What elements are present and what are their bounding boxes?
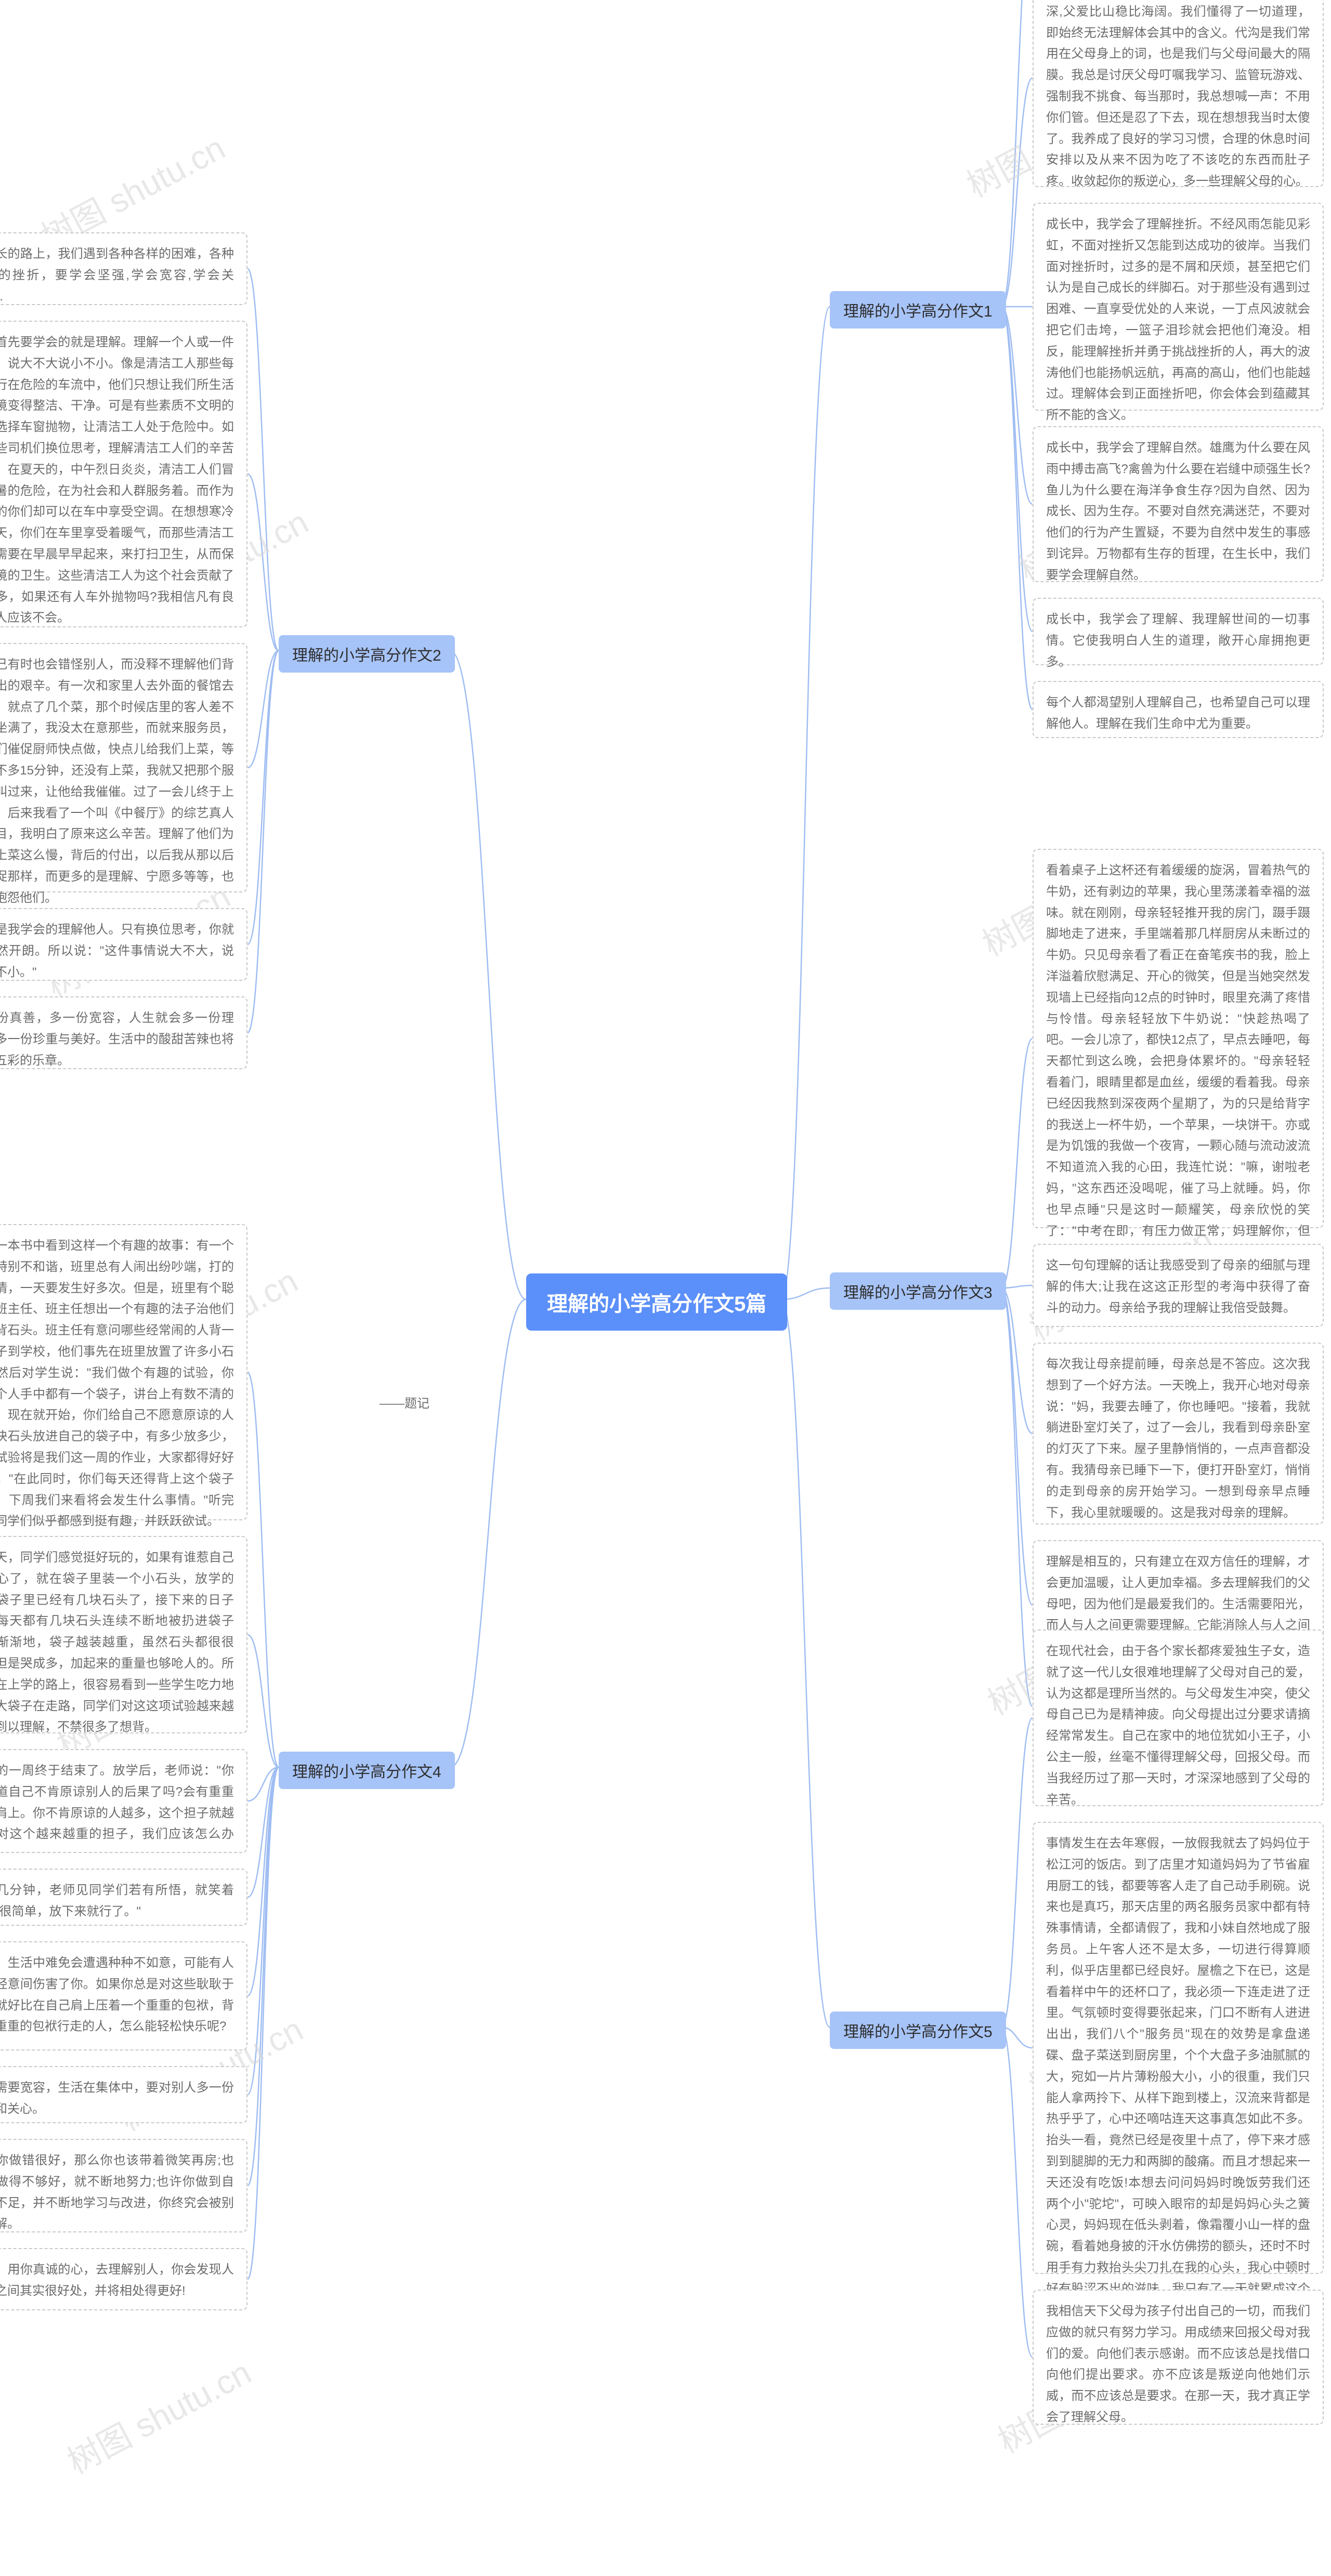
leaf-node: 事情发生在去年寒假，一放假我就去了妈妈位于松江河的饭店。到了店里才知道妈妈为了节… xyxy=(1033,1822,1324,2274)
watermark: 树图 shutu.cn xyxy=(58,2346,258,2483)
branch-node: 理解的小学高分作文4 xyxy=(279,1752,455,1789)
leaf-node: 成长中，我学会了理解挫折。不经风雨怎能见彩虹，不面对挫折又怎能到达成功的彼岸。当… xyxy=(1033,203,1324,411)
leaf-node: 每个人都渴望别人理解自己，也希望自己可以理解他人。理解在我们生命中尤为重要。 xyxy=(1033,681,1324,738)
leaf-node: 这就是我学会的理解他人。只有换位思考，你就会豁然开朗。所以说："这件事情说大不大… xyxy=(0,908,247,981)
leaf-node: 第一天，同学们感觉挺好玩的，如果有谁惹自己不开心了，就在袋子里装一个小石头，放学… xyxy=(0,1536,247,1733)
leaf-node: 痛苦的一周终于结束了。放学后，老师说："你们知道自己不肯原谅别人的后果了吗?会有… xyxy=(0,1749,247,1853)
leaf-node: 而我首先要学会的就是理解。理解一个人或一件事儿，说大不大说小不小。像是清洁工人那… xyxy=(0,321,247,627)
leaf-node: 生活需要宽容，生活在集体中，要对别人多一份理解和关心。 xyxy=(0,2066,247,2123)
leaf-node: 这一句句理解的话让我感受到了母亲的细腻与理解的伟大;让我在这这正形型的考海中获得… xyxy=(1033,1244,1324,1327)
leaf-node: 多一份真善，多一份宽容，人生就会多一份理解，多一份珍重与美好。生活中的酸甜苦辣也… xyxy=(0,996,247,1069)
leaf-node: 我在一本书中看到这样一个有趣的故事：有一个班级特别不和谐，班里总有人闹出纷吵端，… xyxy=(0,1224,247,1520)
leaf-node: 在现代社会，由于各个家长都疼爱独生子女，造就了这一代儿女很难地理解了父母对自己的… xyxy=(1033,1629,1324,1806)
leaf-node: 看着桌子上这杯还有着缓缓的旋涡，冒着热气的牛奶，还有剥边的苹果，我心里荡漾着幸福… xyxy=(1033,849,1324,1228)
footnote: ——题记 xyxy=(380,1393,429,1411)
branch-node: 理解的小学高分作文5 xyxy=(830,2012,1006,2049)
leaf-node: 我自己有时也会错怪别人，而没释不理解他们背后付出的艰辛。有一次和家里人去外面的餐… xyxy=(0,643,247,892)
branch-node: 理解的小学高分作文3 xyxy=(830,1272,1006,1310)
leaf-node: 是的，生活中难免会遭遇种种不如意，可能有人有不经意间伤害了你。如果你总是对这些耿… xyxy=(0,1941,247,2051)
leaf-node: 在成长的路上，我们遇到各种各样的困难，各种各样的挫折，要学会坚强,学会宽容,学会… xyxy=(0,232,247,305)
leaf-node: 朋友，用你真诚的心，去理解别人，你会发现人与人之间其实很好处，并将相处得更好! xyxy=(0,2248,247,2310)
leaf-node: 成长中，我学会了理解自然。雄鹰为什么要在风雨中搏击高飞?禽兽为什么要在岩缝中顽强… xyxy=(1033,426,1324,582)
leaf-node: 每次我让母亲提前睡，母亲总是不答应。这次我想到了一个好方法。一天晚上，我开心地对… xyxy=(1033,1343,1324,1524)
leaf-node: 我相信天下父母为孩子付出自己的一切，而我们应做的就只有努力学习。用成绩来回报父母… xyxy=(1033,2290,1324,2425)
leaf-node: 也许你做错很好，那么你也该带着微笑再房;也许你做得不够好，就不断地努力;也许你做… xyxy=(0,2139,247,2232)
branch-node: 理解的小学高分作文2 xyxy=(279,635,455,673)
root-node: 理解的小学高分作文5篇 xyxy=(526,1273,787,1331)
leaf-node: 成长中，我学会了理解、我理解世间的一切事情。它使我明白人生的道理，敞开心扉拥抱更… xyxy=(1033,598,1324,665)
leaf-node: 过了几分钟，老师见同学们若有所悟，就笑着说："很简单，放下来就行了。" xyxy=(0,1869,247,1926)
branch-node: 理解的小学高分作文1 xyxy=(830,291,1006,328)
leaf-node: 成长中，我学会了理解父母。母爱比天高比海深,父爱比山稳比海阔。我们懂得了一切道理… xyxy=(1033,0,1324,187)
